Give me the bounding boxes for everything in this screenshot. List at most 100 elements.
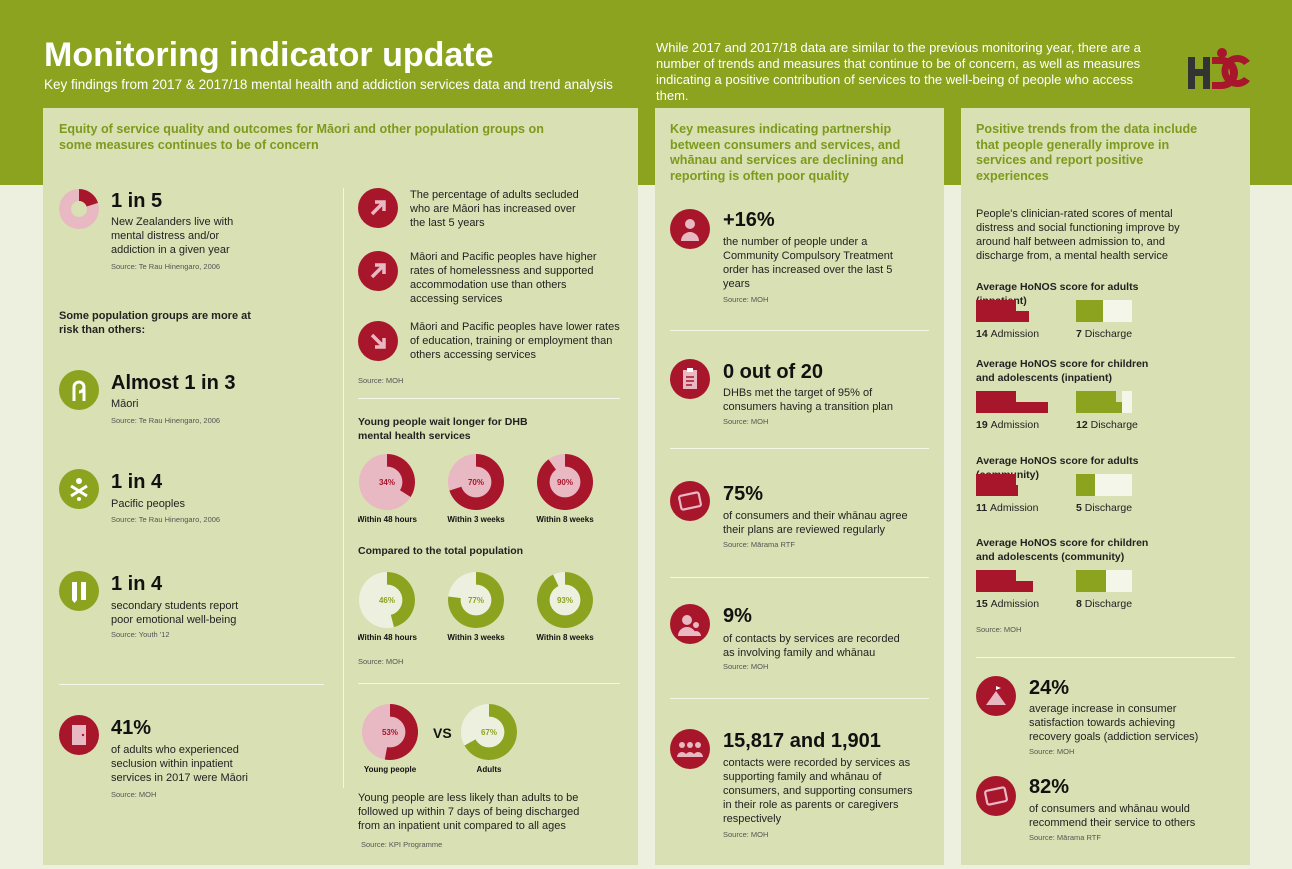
plans-value: 75% [723,483,764,505]
honos-score-label: 8 Discharge [1076,598,1133,610]
honos-score-label: 5 Discharge [1076,502,1133,514]
donut-chart: 53% Young people [362,704,419,774]
koru-icon [59,370,99,410]
contacts-value: 15,817 and 1,901 [723,730,881,752]
vs-label: VS [433,725,452,741]
equity-panel: Equity of service quality and outcomes f… [43,108,638,865]
total-pop-source: Source: MOH [358,657,404,666]
maori-text: Māori [111,398,139,410]
donut-pct-label: 34% [379,478,395,487]
total-pop-heading: Compared to the total population [358,545,524,557]
tablet-icon [976,776,1016,816]
tablet-icon [670,481,710,521]
hdc-logo [1188,48,1250,89]
honos-score-label: 14 Admission [976,328,1040,340]
plans-source: Source: Mārama RTF [723,540,795,549]
honos-bar [976,570,1048,592]
seclusion-text: of adults who experienced seclusion with… [111,744,248,784]
students-text: secondary students report poor emotional… [111,600,239,626]
cct-text: the number of people under a Community C… [723,236,893,290]
donut-pct-label: 53% [382,728,398,737]
arrow-up-right-icon [358,251,398,291]
page-title: Monitoring indicator update [44,36,494,74]
divider [976,657,1235,658]
mountain-flag-icon [976,676,1016,716]
satisfaction-value: 24% [1029,677,1070,699]
honos-score-label: 7 Discharge [1076,328,1133,340]
arrow-up-right-icon [358,188,398,228]
donut-pct-label: 90% [557,478,573,487]
honos-bar [976,300,1048,322]
pacific-text: Pacific peoples [111,498,185,510]
one-in-five-source: Source: Te Rau Hinengaro, 2006 [111,262,221,271]
family-text: of contacts by services are recorded as … [723,633,900,659]
trend-text: Māori and Pacific peoples have lower rat… [410,321,620,361]
donut-chart: 77% Within 3 weeks [447,572,505,642]
divider [59,684,324,685]
arrow-down-right-icon [358,321,398,361]
recommend-value: 82% [1029,776,1070,798]
total-pop-donuts: 46% Within 48 hours 77% Within 3 weeks 93% Wi… [358,572,594,642]
divider [670,577,929,578]
seclusion-value: 41% [111,717,152,739]
honos-bar [1076,570,1148,592]
maori-value: Almost 1 in 3 [111,372,236,394]
positive-heading: Positive trends from the data include th… [976,122,1198,183]
honos-source: Source: MOH [976,625,1022,634]
young-wait-donuts: 34% Within 48 hours 70% Within 3 weeks 90% Wi… [358,454,594,524]
group-icon [670,729,710,769]
person-icon [670,209,710,249]
seclusion-source: Source: MOH [111,790,157,799]
satisfaction-text: average increase in consumer satisfactio… [1029,703,1199,743]
equity-heading: Equity of service quality and outcomes f… [59,122,544,152]
donut-pct-label: 46% [379,596,395,605]
honos-score-label: 12 Discharge [1076,419,1138,431]
transition-text: DHBs met the target of 95% of consumers … [723,387,893,413]
donut-chart: 93% Within 8 weeks [536,572,594,642]
donut-caption: Within 48 hours [358,515,418,524]
door-icon [59,715,99,755]
cct-source: Source: MOH [723,295,769,304]
donut-chart: 67% Adults [461,704,517,774]
positive-panel: Positive trends from the data include th… [961,108,1250,865]
one-in-five-value: 1 in 5 [111,190,163,212]
students-value: 1 in 4 [111,573,163,595]
one-in-five-pie [59,189,99,229]
donut-caption: Within 8 weeks [536,515,594,524]
maori-source: Source: Te Rau Hinengaro, 2006 [111,416,221,425]
cct-value: +16% [723,209,775,231]
honos-bar [1076,300,1148,322]
pacific-value: 1 in 4 [111,471,163,493]
divider [670,448,929,449]
trend-text: Māori and Pacific peoples have higher ra… [410,251,597,305]
divider [358,683,620,684]
pacific-source: Source: Te Rau Hinengaro, 2006 [111,515,221,524]
young-wait-heading: Young people wait longer for DHB mental … [358,416,528,442]
followup-source: Source: KPI Programme [361,840,443,849]
donut-chart: 34% Within 48 hours [358,454,418,524]
honos-bar [976,474,1048,496]
partnership-panel: Key measures indicating partnership betw… [655,108,944,865]
honos-score-label: 19 Admission [976,419,1040,431]
donut-chart: 90% Within 8 weeks [536,454,594,524]
honos-title: Average HoNOS score for children and ado… [976,537,1149,563]
column-divider [343,188,344,788]
family-icon [670,604,710,644]
satisfaction-source: Source: MOH [1029,747,1075,756]
honos-score-label: 11 Admission [976,502,1039,514]
donut-caption: Within 3 weeks [447,633,505,642]
divider [670,330,929,331]
positive-intro: People's clinician-rated scores of menta… [976,208,1180,262]
page-subtitle: Key findings from 2017 & 2017/18 mental … [44,77,613,92]
honos-title: Average HoNOS score for children and ado… [976,358,1149,384]
partnership-heading: Key measures indicating partnership betw… [670,122,904,183]
contacts-source: Source: MOH [723,830,769,839]
donut-caption: Within 48 hours [358,633,418,642]
donut-pct-label: 77% [468,596,484,605]
followup-donuts: 53% Young people 67% Adults [362,704,517,774]
transition-value: 0 out of 20 [723,361,824,383]
family-value: 9% [723,605,752,627]
pencil-icon [59,571,99,611]
followup-text: Young people are less likely than adults… [358,792,580,832]
trends-source: Source: MOH [358,376,404,385]
